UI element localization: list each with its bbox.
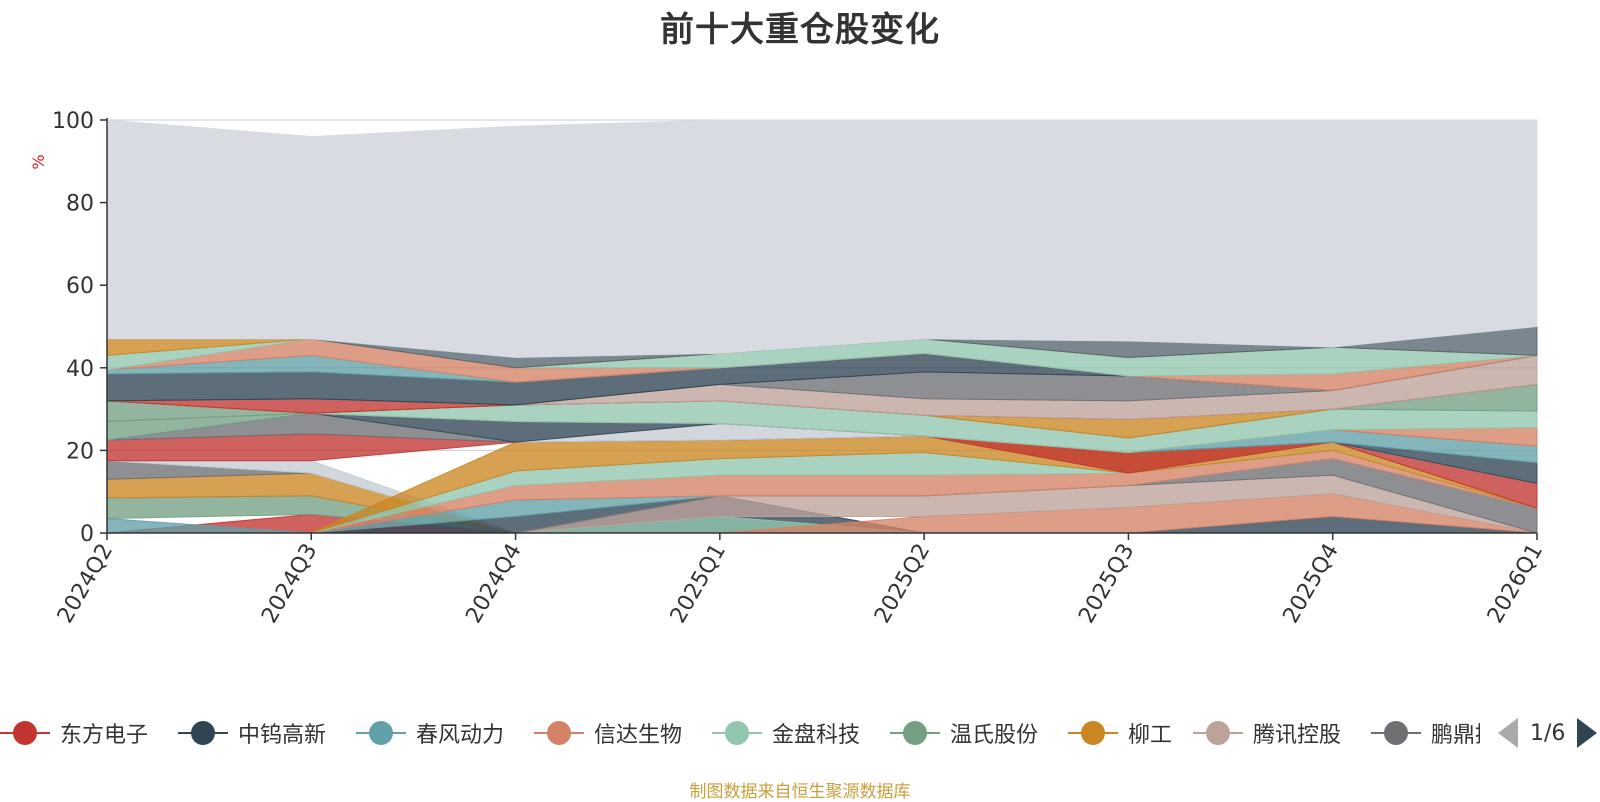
legend-item[interactable]: 东方电子 (0, 713, 148, 753)
x-tick-label: 2024Q2 (53, 540, 118, 628)
legend-label: 中钨高新 (238, 723, 327, 748)
legend-item[interactable]: 信达生物 (534, 713, 682, 753)
legend-page-indicator: 1/6 (1530, 720, 1566, 746)
x-tick-label: 2025Q4 (1279, 540, 1344, 628)
legend-item[interactable]: 柳工 (1068, 713, 1172, 753)
x-tick-label: 2025Q3 (1074, 540, 1139, 628)
x-tick-label: 2025Q2 (870, 540, 935, 628)
area-band (107, 458, 1538, 534)
y-tick-label: 60 (66, 274, 94, 299)
legend-next-icon[interactable] (1577, 718, 1598, 748)
y-tick-label: 0 (80, 522, 94, 547)
legend-pager: 1/6 (1498, 713, 1598, 753)
legend-item[interactable]: 腾讯控股 (1193, 713, 1341, 753)
legend-marker-icon (178, 718, 228, 748)
x-tick-label: 2025Q1 (666, 540, 731, 628)
legend-item[interactable]: 鹏鼎控股 (1371, 713, 1480, 753)
legend-item[interactable]: 金盘科技 (712, 713, 860, 753)
legend-label: 腾讯控股 (1253, 723, 1342, 748)
legend-label: 鹏鼎控股 (1431, 723, 1480, 748)
legend-marker-icon (534, 718, 584, 748)
y-tick-label: 80 (66, 192, 94, 217)
legend-label: 温氏股份 (950, 723, 1039, 748)
source-note: 制图数据来自恒生聚源数据库 (689, 782, 911, 802)
x-tick-label: 2026Q1 (1483, 540, 1548, 628)
legend-marker-icon (1371, 718, 1421, 748)
x-tick-label: 2024Q3 (257, 540, 322, 628)
legend-label: 金盘科技 (772, 723, 861, 748)
legend-item[interactable]: 温氏股份 (890, 713, 1038, 753)
y-tick-label: 20 (66, 439, 94, 464)
legend-item[interactable]: 中钨高新 (178, 713, 326, 753)
area-series (106, 119, 1538, 534)
legend-label: 春风动力 (416, 723, 505, 748)
legend: 东方电子 中钨高新 春风动力 信达生物 金盘科技 温氏股份 柳工 腾讯控股 鹏鼎控股 (0, 713, 1480, 753)
legend-label: 东方电子 (60, 723, 149, 748)
legend-label: 信达生物 (594, 723, 683, 748)
legend-marker-icon (890, 718, 940, 748)
legend-item[interactable]: 春风动力 (356, 713, 504, 753)
chart-title: 前十大重仓股变化 (660, 10, 940, 50)
legend-marker-icon (1193, 718, 1243, 748)
y-axis-unit: % (29, 154, 48, 169)
legend-marker-icon (712, 718, 762, 748)
legend-prev-icon[interactable] (1498, 718, 1518, 748)
legend-marker-icon (0, 718, 50, 748)
y-tick-label: 100 (52, 109, 94, 134)
legend-label: 柳工 (1128, 723, 1173, 748)
legend-marker-icon (1068, 718, 1118, 748)
x-tick-label: 2024Q4 (461, 540, 526, 628)
legend-marker-icon (356, 718, 406, 748)
y-tick-label: 40 (66, 357, 94, 382)
area-remainder (106, 119, 1538, 358)
